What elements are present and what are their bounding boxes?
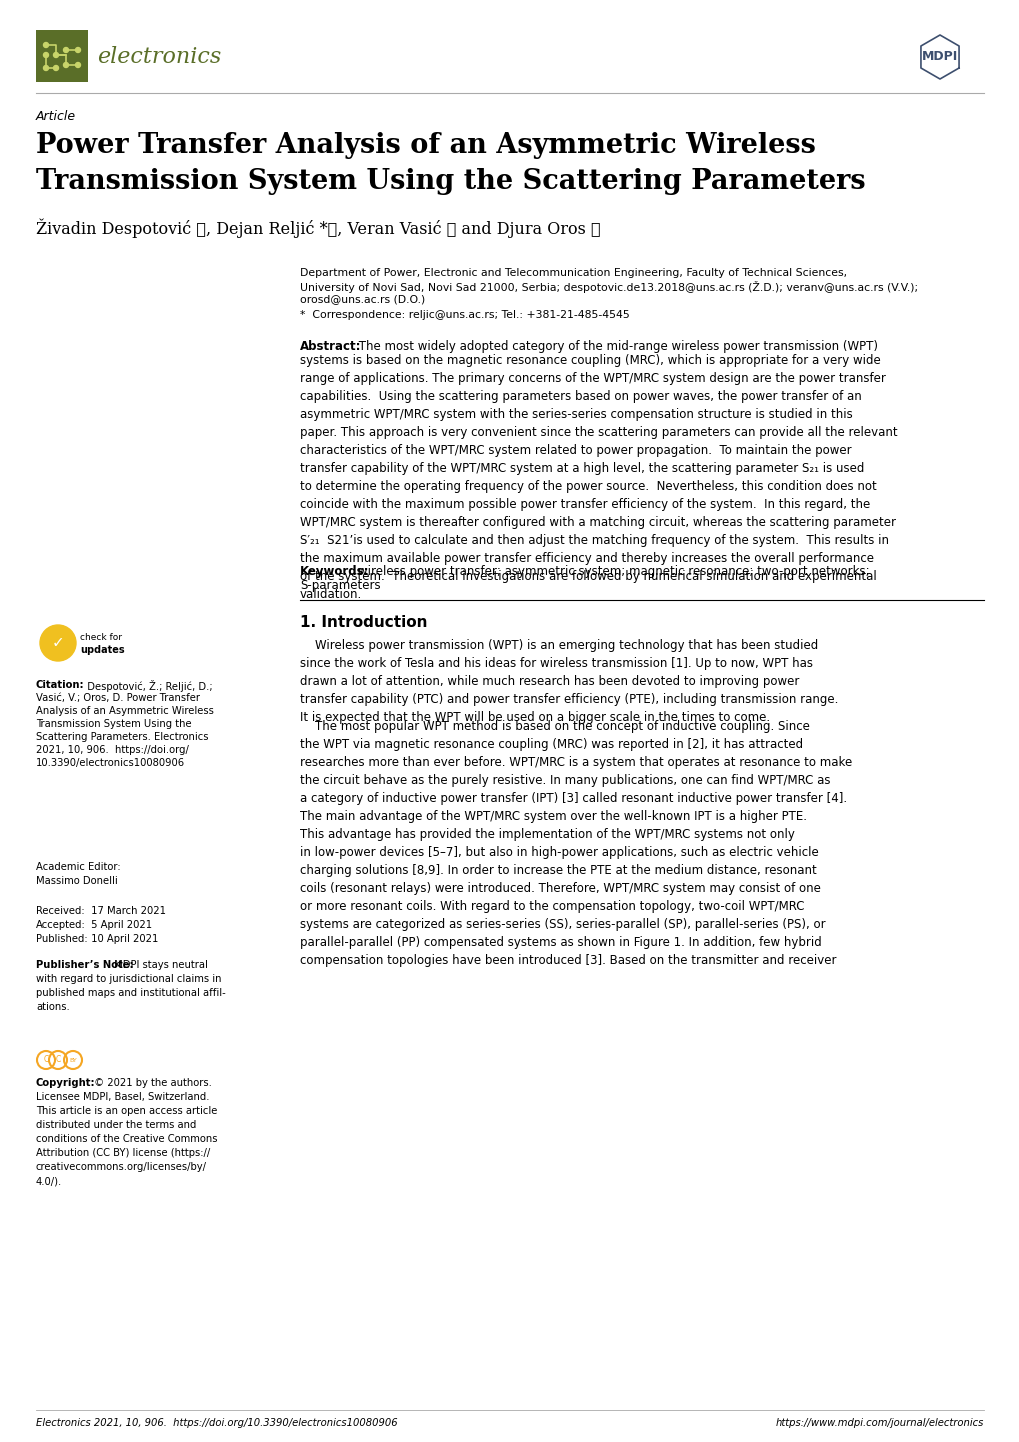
Text: The most popular WPT method is based on the concept of inductive coupling. Since: The most popular WPT method is based on …: [300, 720, 852, 968]
Text: Živadin Despotović ⓘ, Dejan Reljić *ⓘ, Veran Vasić ⓘ and Djura Oros ⓘ: Živadin Despotović ⓘ, Dejan Reljić *ⓘ, V…: [36, 218, 600, 238]
Text: BY: BY: [69, 1057, 76, 1063]
Text: University of Novi Sad, Novi Sad 21000, Serbia; despotovic.de13.2018@uns.ac.rs (: University of Novi Sad, Novi Sad 21000, …: [300, 281, 917, 293]
Text: Transmission System Using the: Transmission System Using the: [36, 720, 192, 730]
Text: Massimo Donelli: Massimo Donelli: [36, 875, 117, 885]
Text: 1. Introduction: 1. Introduction: [300, 614, 427, 630]
Text: updates: updates: [79, 645, 124, 655]
Text: MDPI: MDPI: [921, 50, 957, 63]
Text: S-parameters: S-parameters: [300, 580, 380, 593]
Text: *  Correspondence: reljic@uns.ac.rs; Tel.: +381-21-485-4545: * Correspondence: reljic@uns.ac.rs; Tel.…: [300, 310, 629, 320]
Text: Analysis of an Asymmetric Wireless: Analysis of an Asymmetric Wireless: [36, 707, 214, 717]
Text: MDPI stays neutral: MDPI stays neutral: [111, 960, 208, 970]
Text: ✓: ✓: [52, 636, 64, 650]
Text: 10 April 2021: 10 April 2021: [88, 934, 158, 945]
Text: Received:: Received:: [36, 906, 85, 916]
Text: https://www.mdpi.com/journal/electronics: https://www.mdpi.com/journal/electronics: [774, 1417, 983, 1428]
Circle shape: [44, 65, 49, 71]
Text: systems is based on the magnetic resonance coupling (MRC), which is appropriate : systems is based on the magnetic resonan…: [300, 353, 897, 601]
Circle shape: [75, 48, 81, 52]
Text: Abstract:: Abstract:: [300, 340, 361, 353]
Text: 2021, 10, 906.  https://doi.org/: 2021, 10, 906. https://doi.org/: [36, 746, 189, 756]
Text: Copyright:: Copyright:: [36, 1079, 96, 1089]
Text: Accepted:: Accepted:: [36, 920, 86, 930]
Circle shape: [44, 42, 49, 48]
Text: Power Transfer Analysis of an Asymmetric Wireless: Power Transfer Analysis of an Asymmetric…: [36, 133, 815, 159]
FancyBboxPatch shape: [36, 30, 88, 82]
Text: with regard to jurisdictional claims in
published maps and institutional affil-
: with regard to jurisdictional claims in …: [36, 973, 225, 1012]
Circle shape: [63, 48, 68, 52]
Text: Transmission System Using the Scattering Parameters: Transmission System Using the Scattering…: [36, 169, 865, 195]
Text: Publisher’s Note:: Publisher’s Note:: [36, 960, 133, 970]
Text: Scattering Parameters. Electronics: Scattering Parameters. Electronics: [36, 733, 208, 743]
Text: Citation:: Citation:: [36, 681, 85, 691]
Text: electronics: electronics: [97, 46, 221, 68]
Text: C: C: [44, 1056, 49, 1064]
Text: C: C: [55, 1056, 60, 1064]
Text: Article: Article: [36, 110, 76, 123]
Circle shape: [53, 52, 58, 58]
Text: Wireless power transmission (WPT) is an emerging technology that has been studie: Wireless power transmission (WPT) is an …: [300, 639, 838, 724]
Text: Academic Editor:: Academic Editor:: [36, 862, 120, 872]
Text: Electronics 2021, 10, 906.  https://doi.org/10.3390/electronics10080906: Electronics 2021, 10, 906. https://doi.o…: [36, 1417, 397, 1428]
Circle shape: [75, 62, 81, 68]
Text: 17 March 2021: 17 March 2021: [88, 906, 166, 916]
Circle shape: [53, 65, 58, 71]
Text: © 2021 by the authors.: © 2021 by the authors.: [91, 1079, 212, 1089]
Text: Keywords:: Keywords:: [300, 565, 369, 578]
Text: 5 April 2021: 5 April 2021: [88, 920, 152, 930]
Text: Licensee MDPI, Basel, Switzerland.
This article is an open access article
distri: Licensee MDPI, Basel, Switzerland. This …: [36, 1092, 217, 1185]
Text: orosd@uns.ac.rs (D.O.): orosd@uns.ac.rs (D.O.): [300, 294, 425, 304]
Text: Department of Power, Electronic and Telecommunication Engineering, Faculty of Te: Department of Power, Electronic and Tele…: [300, 268, 847, 278]
Text: check for: check for: [79, 633, 122, 643]
Circle shape: [63, 62, 68, 68]
Text: Vasić, V.; Oros, D. Power Transfer: Vasić, V.; Oros, D. Power Transfer: [36, 694, 200, 704]
Circle shape: [40, 624, 76, 660]
Text: wireless power transfer; asymmetric system; magnetic resonance; two-port network: wireless power transfer; asymmetric syst…: [358, 565, 869, 578]
Text: The most widely adopted category of the mid-range wireless power transmission (W: The most widely adopted category of the …: [355, 340, 877, 353]
Text: Despotović, Ž.; Reljić, D.;: Despotović, Ž.; Reljić, D.;: [81, 681, 212, 692]
Circle shape: [44, 52, 49, 58]
Text: Published:: Published:: [36, 934, 88, 945]
Text: 10.3390/electronics10080906: 10.3390/electronics10080906: [36, 758, 184, 769]
